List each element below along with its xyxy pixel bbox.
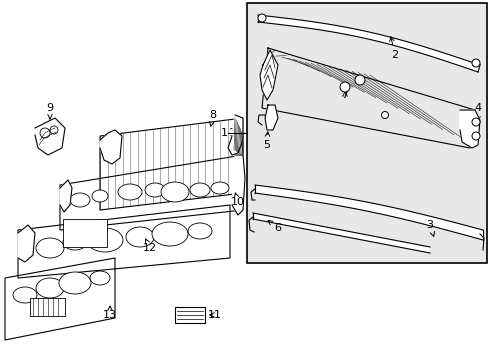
- Ellipse shape: [161, 182, 189, 202]
- Ellipse shape: [36, 238, 64, 258]
- Circle shape: [339, 82, 349, 92]
- Ellipse shape: [87, 228, 123, 252]
- Ellipse shape: [90, 271, 110, 285]
- Circle shape: [40, 128, 50, 138]
- Ellipse shape: [70, 193, 90, 207]
- Ellipse shape: [59, 272, 91, 294]
- Text: 12: 12: [142, 239, 157, 253]
- Circle shape: [471, 118, 479, 126]
- Text: 11: 11: [207, 310, 222, 320]
- Text: 3: 3: [426, 220, 434, 237]
- Ellipse shape: [210, 182, 228, 194]
- Text: 8: 8: [209, 110, 216, 126]
- Text: 2: 2: [389, 37, 398, 60]
- Text: 7: 7: [341, 90, 348, 100]
- Text: 13: 13: [103, 306, 117, 320]
- Polygon shape: [18, 225, 35, 262]
- Polygon shape: [227, 115, 243, 155]
- Ellipse shape: [152, 222, 187, 246]
- Polygon shape: [35, 118, 65, 155]
- Text: 5: 5: [263, 132, 270, 150]
- Polygon shape: [258, 15, 479, 72]
- Text: 4: 4: [473, 103, 481, 121]
- Ellipse shape: [187, 223, 212, 239]
- Ellipse shape: [36, 278, 64, 298]
- Circle shape: [258, 14, 265, 22]
- Bar: [63, 219, 107, 247]
- Polygon shape: [231, 155, 244, 215]
- Ellipse shape: [126, 227, 154, 247]
- Polygon shape: [260, 50, 278, 100]
- Circle shape: [50, 126, 58, 134]
- Bar: [246, 3, 486, 263]
- Ellipse shape: [145, 183, 164, 197]
- Text: 1: 1: [221, 128, 244, 138]
- Bar: [175, 307, 204, 323]
- Ellipse shape: [92, 190, 108, 202]
- Circle shape: [471, 132, 479, 140]
- Bar: [30, 298, 65, 316]
- Polygon shape: [264, 105, 278, 130]
- Text: 1: 1: [228, 128, 235, 138]
- Ellipse shape: [190, 183, 209, 197]
- Ellipse shape: [13, 287, 37, 303]
- Polygon shape: [100, 130, 122, 164]
- Circle shape: [471, 59, 479, 67]
- Polygon shape: [60, 180, 72, 212]
- Polygon shape: [459, 110, 479, 148]
- Ellipse shape: [118, 184, 142, 200]
- Circle shape: [354, 75, 364, 85]
- Text: 10: 10: [230, 193, 244, 207]
- Text: 9: 9: [46, 103, 54, 119]
- Text: 6: 6: [267, 220, 281, 233]
- Ellipse shape: [63, 234, 87, 250]
- Polygon shape: [254, 185, 482, 240]
- Polygon shape: [252, 213, 429, 253]
- Circle shape: [381, 112, 387, 118]
